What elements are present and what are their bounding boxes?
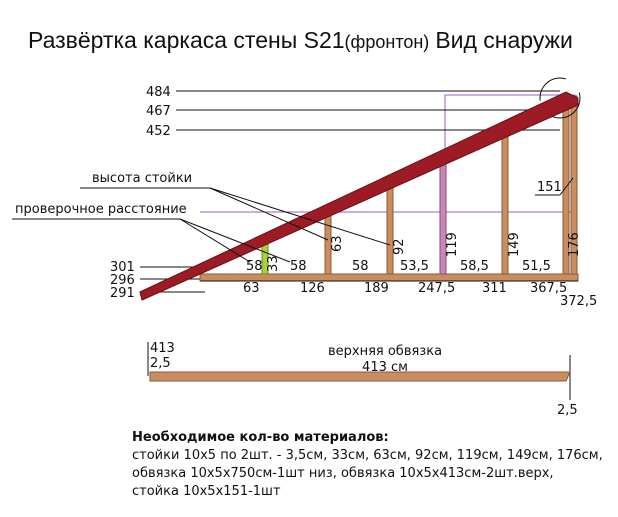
position-label: 63 — [243, 281, 260, 296]
spacing-label: 58 — [290, 259, 307, 274]
top-plate-length: 413 — [150, 341, 175, 356]
level-lines — [140, 90, 560, 293]
title-note: (фронтон) — [345, 32, 430, 52]
title-view: Вид снаружи — [435, 27, 573, 53]
spacing-label: 58 — [352, 259, 369, 274]
leader — [209, 187, 391, 246]
stud-height-label: 149 — [507, 232, 522, 257]
materials-line: стойка 10х5х151-1шт — [132, 484, 281, 499]
level-label: 452 — [146, 124, 171, 139]
stud-height-label: 119 — [445, 232, 460, 257]
bottom-plate — [199, 273, 579, 282]
materials-line: обвязка 10х5х750см-1шт низ, обвязка 10х5… — [132, 466, 554, 481]
stud-height-label: 92 — [392, 238, 407, 255]
stud-height-label: 33 — [266, 255, 281, 272]
position-label: 372,5 — [560, 294, 597, 309]
top-plate-length-label: 413 см — [362, 360, 408, 375]
stud-height-label: 176 — [567, 232, 582, 257]
materials-heading: Необходимое кол-во материалов: — [132, 430, 389, 445]
top-plate — [149, 371, 571, 382]
annotation: проверочное расстояние — [15, 202, 187, 217]
position-label: 189 — [364, 281, 389, 296]
title-main: Развёртка каркаса стены S21 — [28, 27, 345, 53]
level-label: 301 — [110, 260, 135, 275]
level-label: 296 — [110, 273, 135, 288]
position-label: 311 — [482, 281, 507, 296]
spacing-label: 51,5 — [522, 259, 551, 274]
materials-line: стойки 10х5 по 2шт. - 3,5см, 33см, 63см,… — [132, 448, 603, 463]
level-label: 484 — [146, 85, 171, 100]
leader — [209, 187, 329, 241]
stud-height-label: 63 — [330, 235, 345, 252]
stud-height-label: 151 — [537, 180, 562, 195]
level-label: 467 — [146, 104, 171, 119]
detail-circle — [539, 77, 581, 119]
stud — [386, 183, 394, 275]
leader — [179, 218, 291, 263]
position-label: 126 — [300, 281, 325, 296]
position-label: 367,5 — [530, 281, 567, 296]
position-label: 247,5 — [418, 281, 455, 296]
spacing-label: 58 — [246, 259, 263, 274]
top-plate-name: верхняя обвязка — [328, 344, 442, 359]
leader — [179, 218, 251, 263]
annotation: высота стойки — [92, 171, 192, 186]
leader — [559, 177, 574, 196]
spacing-label: 58,5 — [460, 259, 489, 274]
top-plate-offset: 2,5 — [557, 403, 578, 418]
spacing-label: 53,5 — [400, 259, 429, 274]
rafter — [139, 91, 579, 301]
title: Развёртка каркаса стены S21(фронтон) Вид … — [28, 27, 573, 53]
level-label: 291 — [110, 286, 135, 301]
top-plate-offset: 2,5 — [150, 356, 171, 371]
